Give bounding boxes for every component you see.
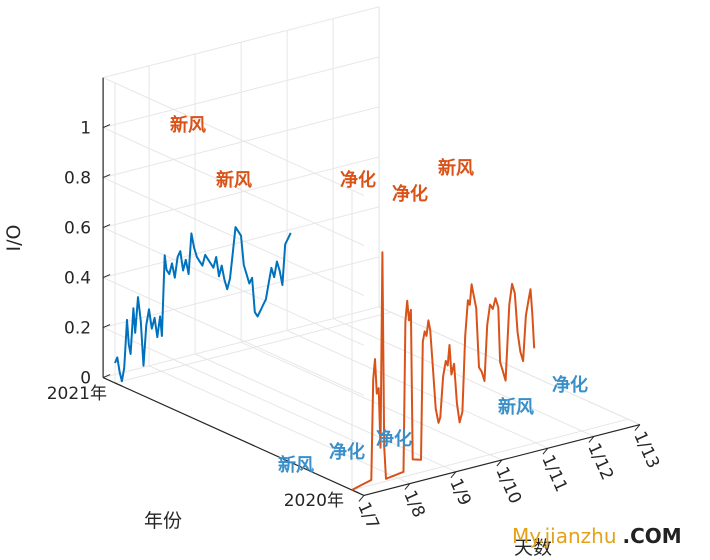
frame-edge	[102, 77, 365, 196]
x-tick-label: 1/10	[491, 464, 525, 507]
annotation-label: 新风	[438, 157, 474, 179]
z-tick-label: 0.4	[64, 269, 91, 289]
annotation-label: 净化	[329, 441, 365, 463]
x-tick-mark	[634, 424, 641, 431]
z-tick-mark	[102, 174, 111, 179]
z-tick-label: 1	[80, 119, 91, 139]
grid-x-floor	[240, 341, 503, 461]
grid-z-left	[102, 327, 365, 446]
z-tick-mark	[102, 274, 111, 279]
y-axis-line	[102, 377, 365, 496]
annotation-label: 新风	[278, 454, 314, 476]
x-tick-mark	[404, 483, 411, 490]
annotation-label: 新风	[216, 169, 252, 191]
y-axis-label: 年份	[144, 510, 182, 532]
watermark-text: My.jianzhu	[512, 524, 617, 548]
series-line-2021	[114, 226, 292, 383]
axis-lines	[102, 77, 641, 502]
x-tick-label: 1/9	[445, 476, 474, 509]
annotation-label: 净化	[392, 183, 428, 205]
tick-labels: 0 0.2 0.4 0.6 0.8 1 2020年 2021年 1/7 1/8 1/9 1/10 1/1…	[47, 119, 663, 533]
z-tick-label: 0	[80, 369, 91, 389]
z-tick-mark	[102, 374, 111, 379]
grid-y-floor	[114, 311, 392, 384]
x-tick-label: 1/7	[353, 499, 382, 532]
x-tick-mark	[542, 447, 549, 455]
grid-z-left	[102, 277, 365, 396]
grid-x-floor	[148, 365, 411, 485]
grid-x-floor	[194, 353, 457, 473]
grid-y-floor	[351, 418, 629, 491]
grid-z-left	[102, 127, 365, 246]
z-tick-mark	[102, 124, 111, 129]
frame-edge	[102, 6, 380, 79]
y-tick-label: 2020年	[284, 491, 344, 511]
z-tick-label: 0.2	[64, 319, 91, 339]
frame-edge	[378, 306, 641, 426]
grid-x-floor	[286, 329, 549, 449]
series-group	[114, 226, 536, 491]
x-tick-mark	[450, 471, 457, 479]
z-tick-label: 0.6	[64, 219, 91, 239]
x-tick-mark	[358, 495, 365, 502]
x-tick-label: 1/8	[399, 487, 428, 520]
x-tick-mark	[588, 436, 595, 443]
x-tick-label: 1/12	[583, 440, 617, 483]
z-axis-label: I/O	[3, 225, 25, 252]
z-tick-mark	[102, 324, 111, 329]
annotation-label: 净化	[552, 374, 588, 396]
grid-z-back	[102, 106, 380, 179]
z-tick-label: 0.8	[64, 169, 91, 189]
grid-z-left	[102, 227, 365, 346]
annotation-label: 新风	[498, 396, 534, 418]
x-tick-mark	[496, 459, 503, 467]
grid-z-back	[102, 306, 380, 379]
series-line-2020	[351, 251, 536, 491]
watermark: My.jianzhu .COM	[512, 524, 682, 548]
x-tick-label: 1/11	[537, 452, 571, 495]
annotation-label: 新风	[170, 114, 206, 136]
watermark-suffix: .COM	[622, 524, 682, 548]
grid-z-left	[102, 177, 365, 296]
y-tick-mark	[114, 382, 123, 387]
z-tick-mark	[102, 224, 111, 229]
grid-lines	[102, 6, 641, 496]
annotation-label: 净化	[340, 169, 376, 191]
y-tick-label: 2021年	[47, 384, 107, 404]
x-tick-label: 1/13	[629, 428, 663, 471]
grid-z-back	[102, 56, 380, 129]
x-axis-label: 天数	[514, 537, 552, 559]
grid-z-back	[102, 156, 380, 229]
annotation-label: 净化	[376, 428, 412, 450]
